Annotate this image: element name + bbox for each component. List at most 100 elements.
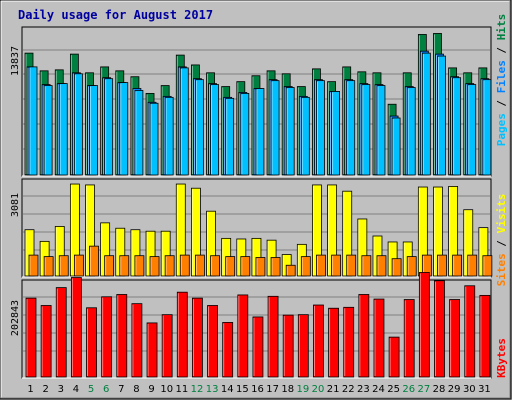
- bar-sites-day-9: [149, 256, 160, 277]
- bar-pages-day-2: [43, 85, 53, 176]
- x-tick-label-day-9: 9: [148, 384, 154, 395]
- bar-kbytes-day-22: [343, 306, 355, 378]
- bar-pages-day-29: [452, 77, 462, 176]
- bar-kbytes-day-14: [222, 322, 234, 378]
- bar-kbytes-day-23: [358, 294, 370, 378]
- bar-pages-day-6: [104, 78, 114, 176]
- bar-kbytes-day-26: [403, 299, 415, 378]
- bar-kbytes-day-18: [282, 314, 294, 378]
- x-tick-label-day-8: 8: [133, 384, 139, 395]
- bar-pages-day-27: [421, 52, 431, 176]
- x-tick-label-day-25: 25: [387, 384, 400, 395]
- bar-pages-day-4: [73, 73, 83, 176]
- bar-sites-day-7: [119, 255, 130, 277]
- bar-kbytes-day-10: [161, 314, 173, 378]
- legend-kbytes: KBytes: [495, 338, 508, 378]
- bar-kbytes-day-29: [449, 299, 461, 378]
- bar-pages-day-16: [255, 88, 265, 176]
- ymax-label-bottom: 202843: [10, 300, 21, 336]
- bar-sites-day-30: [467, 254, 478, 277]
- x-tick-label-day-14: 14: [221, 384, 234, 395]
- bar-kbytes-day-2: [40, 305, 52, 378]
- bar-pages-day-1: [28, 66, 38, 176]
- bar-pages-day-18: [285, 87, 295, 176]
- bar-sites-day-6: [104, 255, 115, 277]
- x-tick-label-day-20: 20: [312, 384, 325, 395]
- x-tick-label-day-7: 7: [118, 384, 124, 395]
- bar-sites-day-17: [270, 257, 281, 277]
- bar-kbytes-day-8: [131, 303, 143, 378]
- bar-pages-day-30: [467, 84, 477, 176]
- bar-kbytes-day-6: [101, 296, 113, 378]
- bar-pages-day-13: [210, 84, 219, 176]
- x-tick-label-day-30: 30: [463, 384, 476, 395]
- x-tick-label-day-12: 12: [191, 384, 204, 395]
- bar-pages-day-17: [270, 80, 280, 176]
- bar-kbytes-day-27: [418, 272, 430, 378]
- bar-sites-day-3: [58, 255, 69, 277]
- bar-sites-day-22: [346, 254, 357, 277]
- bar-sites-day-16: [255, 257, 266, 277]
- bar-kbytes-day-16: [252, 316, 264, 378]
- x-tick-label-day-28: 28: [433, 384, 446, 395]
- bar-kbytes-day-1: [25, 297, 37, 378]
- bar-kbytes-day-31: [479, 294, 491, 378]
- x-tick-label-day-17: 17: [266, 384, 279, 395]
- x-tick-label-day-10: 10: [160, 384, 173, 395]
- bar-sites-day-2: [43, 256, 54, 277]
- x-tick-label-day-22: 22: [342, 384, 355, 395]
- bar-sites-day-5: [89, 245, 99, 277]
- bar-kbytes-day-4: [70, 277, 82, 378]
- bar-pages-day-11: [179, 67, 189, 176]
- bar-kbytes-day-3: [55, 287, 67, 378]
- bar-kbytes-day-17: [267, 295, 279, 378]
- x-tick-label-day-27: 27: [418, 384, 431, 395]
- bar-sites-day-20: [316, 254, 326, 277]
- x-tick-label-day-19: 19: [297, 384, 310, 395]
- x-tick-label-day-31: 31: [478, 384, 491, 395]
- bar-sites-day-1: [28, 254, 39, 277]
- bar-sites-day-31: [482, 255, 493, 277]
- chart-title: Daily usage for August 2017: [18, 8, 213, 22]
- bar-pages-day-26: [406, 87, 416, 176]
- bar-pages-day-3: [58, 83, 68, 176]
- bar-kbytes-day-9: [146, 322, 158, 378]
- bar-sites-day-24: [376, 255, 387, 277]
- bar-sites-day-14: [225, 256, 236, 277]
- bar-pages-day-14: [225, 97, 235, 176]
- x-tick-label-day-13: 13: [206, 384, 219, 395]
- x-tick-label-day-29: 29: [448, 384, 461, 395]
- bar-kbytes-day-30: [464, 285, 476, 378]
- bar-pages-day-19: [300, 96, 310, 176]
- x-tick-label-day-3: 3: [58, 384, 64, 395]
- bar-kbytes-day-5: [86, 307, 97, 378]
- ymax-label-top: 13837: [10, 46, 21, 76]
- bar-pages-day-23: [361, 84, 371, 176]
- x-tick-label-day-1: 1: [27, 384, 33, 395]
- x-tick-label-day-15: 15: [236, 384, 249, 395]
- bar-pages-day-28: [437, 55, 446, 176]
- x-tick-label-day-6: 6: [103, 384, 109, 395]
- bar-sites-day-15: [240, 256, 251, 277]
- bar-sites-day-26: [406, 256, 417, 277]
- bar-pages-day-24: [376, 85, 386, 176]
- x-tick-label-day-26: 26: [402, 384, 415, 395]
- bar-kbytes-day-20: [313, 304, 324, 378]
- bar-kbytes-day-15: [237, 294, 249, 378]
- x-tick-label-day-23: 23: [357, 384, 370, 395]
- bar-sites-day-12: [195, 254, 205, 277]
- bar-pages-day-5: [89, 85, 98, 176]
- bar-sites-day-13: [210, 255, 220, 277]
- x-tick-label-day-21: 21: [327, 384, 340, 395]
- legend-pages-files-hits: Pages / Files / Hits: [495, 14, 508, 147]
- bar-pages-day-15: [240, 93, 250, 176]
- x-tick-label-day-24: 24: [372, 384, 385, 395]
- bar-pages-day-22: [346, 80, 356, 176]
- bar-kbytes-day-19: [297, 314, 309, 378]
- bar-sites-day-29: [452, 254, 463, 277]
- bar-sites-day-21: [331, 254, 341, 277]
- bar-sites-day-8: [134, 255, 145, 277]
- bar-pages-day-7: [119, 82, 129, 176]
